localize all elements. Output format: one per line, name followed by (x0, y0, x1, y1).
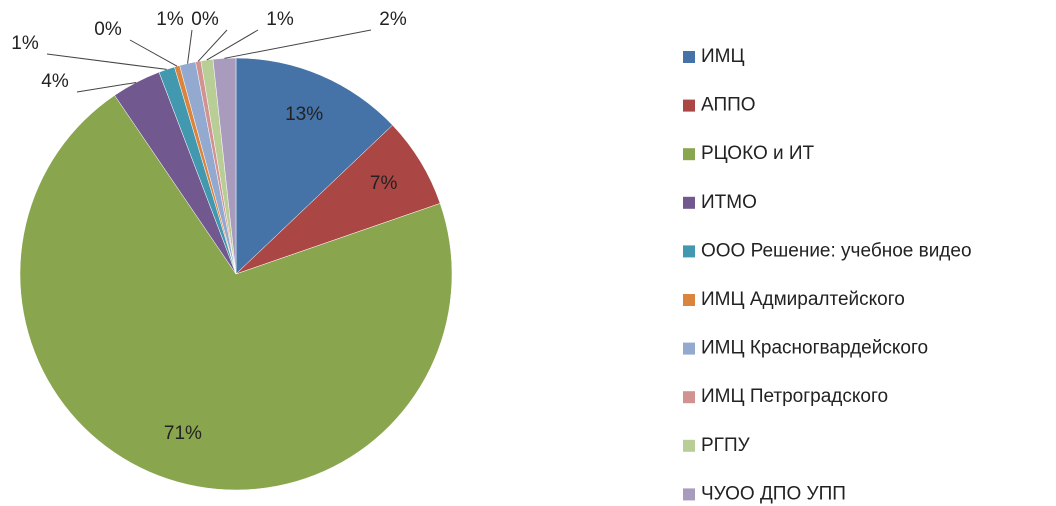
legend-label: ИМЦ (701, 46, 745, 67)
legend-swatch (683, 439, 695, 452)
legend-label: РЦОКО и ИТ (701, 143, 815, 164)
legend-label: ИМЦ Петроградского (701, 386, 888, 407)
data-label: 1% (156, 9, 184, 30)
legend-swatch (683, 148, 695, 161)
legend-label: ООО Решение: учебное видео (701, 240, 972, 261)
pie-slice (235, 57, 393, 275)
leader-line (187, 29, 193, 64)
leader-line (76, 81, 137, 93)
leader-line (46, 53, 167, 70)
legend-swatch (683, 391, 695, 404)
data-label: 4% (41, 71, 69, 92)
data-label: 0% (94, 19, 122, 40)
leader-line (206, 29, 259, 61)
data-label: 71% (164, 423, 202, 444)
leader-line (197, 29, 228, 62)
data-label: 1% (11, 33, 39, 54)
data-label: 7% (370, 173, 398, 194)
legend-swatch (683, 294, 695, 306)
legend-label: ИТМО (701, 192, 757, 213)
legend-label: ЧУОО ДПО УПП (701, 483, 846, 504)
legend-swatch (683, 245, 695, 258)
legend-swatch (683, 51, 695, 63)
data-label: 13% (285, 104, 323, 125)
pie-slice (19, 95, 453, 491)
leader-line (129, 39, 178, 67)
legend-label: РГПУ (701, 435, 751, 456)
legend-swatch (683, 196, 695, 209)
data-label: 1% (266, 9, 294, 30)
legend-label: ИМЦ Адмиралтейского (701, 289, 905, 310)
legend-swatch (683, 488, 695, 501)
data-label: 2% (379, 9, 407, 30)
legend-swatch (683, 342, 695, 355)
legend-label: ИМЦ Красногвардейского (701, 338, 928, 359)
legend-label: АППО (701, 95, 756, 116)
legend-swatch (683, 99, 695, 112)
leader-line (224, 29, 372, 59)
data-label: 0% (191, 9, 219, 30)
